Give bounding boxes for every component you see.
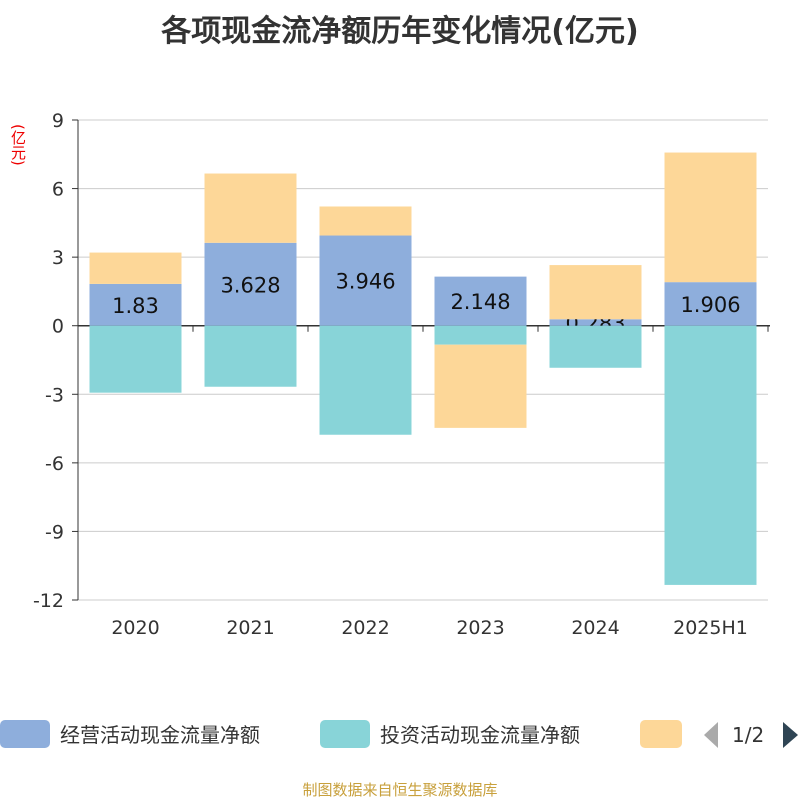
y-tick-label: -9	[45, 521, 64, 543]
y-tick-label: 6	[52, 179, 64, 201]
legend-label: 投资活动现金流量净额	[380, 723, 580, 747]
x-tick-label: 2020	[111, 617, 159, 639]
chart-title: 各项现金流净额历年变化情况(亿元)	[161, 14, 639, 49]
legend-next-icon[interactable]	[783, 722, 798, 748]
bar-series2	[549, 325, 642, 368]
bar-series2	[319, 325, 412, 435]
y-tick-label: 0	[52, 316, 64, 338]
data-label: 1.83	[112, 294, 159, 318]
bar-series1	[89, 283, 182, 326]
legend-swatch	[320, 720, 370, 748]
data-label: 3.946	[335, 270, 395, 294]
y-tick-label: -3	[45, 384, 64, 406]
bar-series3	[434, 344, 527, 428]
x-tick-label: 2025H1	[673, 617, 748, 639]
legend-label: 经营活动现金流量净额	[60, 723, 260, 747]
legend-prev-icon[interactable]	[704, 722, 718, 748]
bar-series2	[204, 325, 297, 387]
bar-series3	[204, 173, 297, 243]
y-tick-label: -12	[33, 590, 64, 612]
bar-series1	[664, 282, 757, 326]
x-tick-label: 2021	[226, 617, 274, 639]
data-label: 1.906	[680, 293, 740, 317]
x-tick-label: 2022	[341, 617, 389, 639]
bar-series3	[89, 252, 182, 284]
bar-series2	[434, 325, 527, 345]
legend-swatch	[0, 720, 50, 748]
bar-series3	[549, 265, 642, 320]
legend-swatch	[640, 720, 682, 748]
bar-series1	[319, 235, 412, 326]
x-tick-label: 2023	[456, 617, 504, 639]
y-tick-label: 3	[52, 247, 64, 269]
y-tick-label: -6	[45, 453, 64, 475]
y-tick-label: 9	[52, 110, 64, 132]
data-label: 3.628	[220, 273, 280, 297]
bar-series3	[664, 152, 757, 283]
bar-series2	[89, 325, 182, 393]
y-axis-unit: (亿元)	[9, 124, 27, 166]
data-label: 2.148	[450, 290, 510, 314]
bar-series2	[664, 325, 757, 585]
source-footer: 制图数据来自恒生聚源数据库	[302, 781, 498, 799]
bar-series3	[319, 206, 412, 236]
legend-page: 1/2	[732, 723, 764, 747]
bar-series1	[204, 242, 297, 326]
x-tick-label: 2024	[571, 617, 619, 639]
bar-series1	[434, 276, 527, 326]
bar-series1	[549, 319, 642, 326]
